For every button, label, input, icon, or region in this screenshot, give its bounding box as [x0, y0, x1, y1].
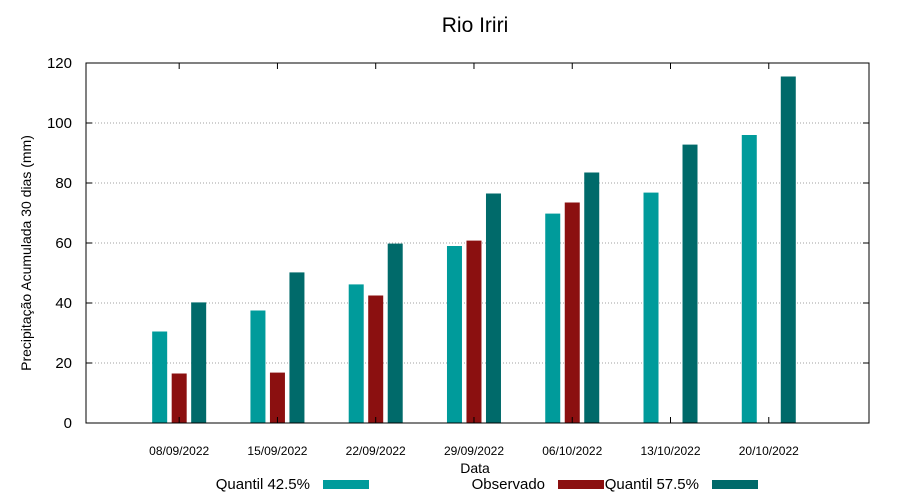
x-tick-label: 08/09/2022 [149, 444, 209, 458]
y-tick-label: 100 [47, 115, 72, 132]
x-tick-label: 13/10/2022 [640, 444, 700, 458]
y-tick-label: 20 [55, 355, 72, 372]
bar-quantil-42-5 [348, 284, 364, 423]
bar-quantil-42-5 [250, 310, 266, 423]
bar-observado [171, 373, 187, 423]
bar-quantil-42-5 [643, 192, 659, 423]
bar-quantil-57-5 [387, 243, 403, 423]
legend-label: Quantil 57.5% [605, 476, 699, 493]
bar-quantil-57-5 [584, 172, 600, 423]
x-tick-label: 20/10/2022 [739, 444, 799, 458]
x-tick-label: 29/09/2022 [444, 444, 504, 458]
legend-swatch [558, 480, 604, 489]
bar-quantil-42-5 [545, 213, 561, 423]
bar-quantil-42-5 [446, 246, 462, 423]
bar-quantil-42-5 [741, 135, 757, 423]
x-tick-label: 22/09/2022 [346, 444, 406, 458]
x-tick-label: 15/09/2022 [247, 444, 307, 458]
legend: Quantil 42.5% Observado Quantil 57.5% [216, 476, 758, 493]
bar-observado [564, 202, 580, 423]
x-axis-ticks: 08/09/2022 15/09/2022 22/09/2022 29/09/2022… [149, 63, 799, 458]
legend-label: Observado [472, 476, 545, 493]
bar-observado [466, 240, 482, 423]
bar-quantil-42-5 [152, 331, 168, 423]
y-tick-label: 0 [64, 415, 72, 432]
y-tick-label: 80 [55, 175, 72, 192]
legend-swatch [712, 480, 758, 489]
y-axis-ticks: 0 20 40 60 80 100 120 [47, 55, 869, 432]
x-tick-label: 06/10/2022 [542, 444, 602, 458]
bars [152, 76, 796, 423]
y-tick-label: 120 [47, 55, 72, 72]
bar-observado [269, 372, 285, 423]
legend-label: Quantil 42.5% [216, 476, 310, 493]
bar-quantil-57-5 [682, 144, 698, 423]
bar-observado [368, 295, 384, 423]
y-tick-label: 60 [55, 235, 72, 252]
y-tick-label: 40 [55, 295, 72, 312]
bar-quantil-57-5 [780, 76, 796, 423]
bar-quantil-57-5 [485, 193, 501, 423]
x-axis-label: Data [460, 460, 490, 476]
y-axis-label: Precipitação Acumulada 30 dias (mm) [18, 135, 34, 371]
chart-title: Rio Iriri [442, 14, 509, 37]
legend-swatch [323, 480, 369, 489]
bar-quantil-57-5 [191, 302, 207, 423]
bar-quantil-57-5 [289, 272, 305, 423]
